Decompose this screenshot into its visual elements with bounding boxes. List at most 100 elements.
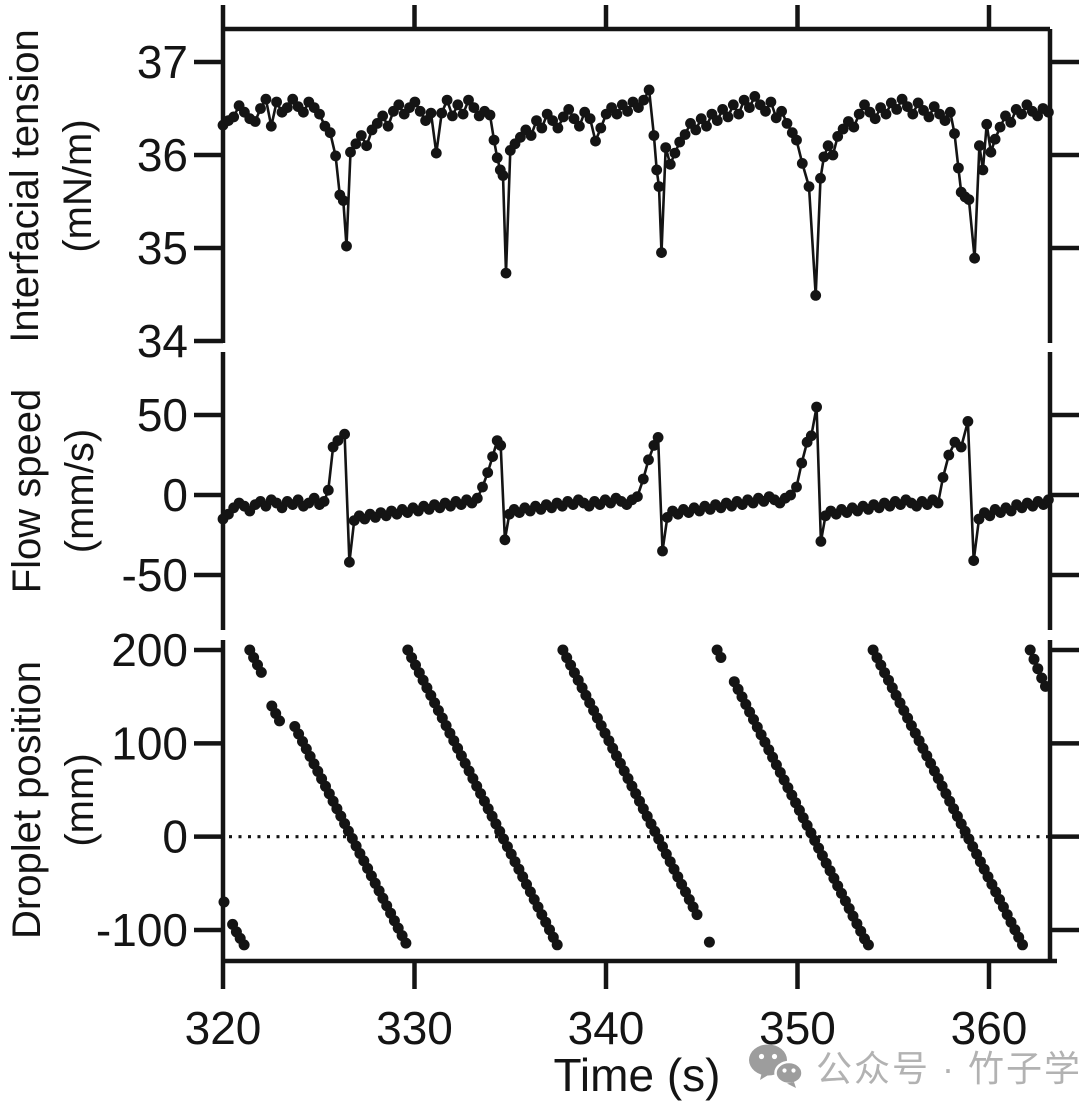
interfacial-tension-point <box>891 104 903 115</box>
flow-speed-point <box>495 440 507 451</box>
interfacial-tension-point <box>563 104 575 115</box>
interfacial-tension-point <box>324 127 336 139</box>
interfacial-tension-point <box>463 94 474 106</box>
interfacial-tension-point <box>345 146 356 158</box>
interfacial-tension-point <box>963 194 975 206</box>
interfacial-tension-point <box>500 267 512 279</box>
droplet-position-point <box>1028 653 1040 665</box>
watermark-text: 公众号 · 竹子学术 <box>816 1048 1080 1089</box>
interfacial-tension-point <box>452 99 464 111</box>
interfacial-tension-point <box>994 121 1006 133</box>
flow-speed-point <box>943 449 955 461</box>
interfacial-tension-point <box>803 181 815 193</box>
droplet-position-point <box>238 939 250 951</box>
droplet-position-point <box>691 909 703 921</box>
interfacial-tension-point <box>468 102 480 113</box>
interfacial-tension-point <box>281 102 293 113</box>
interfacial-tension-point <box>837 123 849 135</box>
flow-speed-point <box>643 454 654 466</box>
interfacial-tension-point <box>633 102 644 113</box>
interfacial-tension-point <box>749 91 761 102</box>
interfacial-tension-point <box>701 120 712 132</box>
interfacial-tension-point <box>590 135 601 147</box>
interfacial-tension-point <box>382 120 394 132</box>
interfacial-tension-point <box>1032 110 1043 122</box>
interfacial-tension-point <box>880 108 892 120</box>
interfacial-tension-point <box>989 133 1001 145</box>
interfacial-tension-point <box>977 164 989 176</box>
interfacial-tension-point <box>827 149 839 161</box>
interfacial-tension-point <box>515 131 526 143</box>
interfacial-tension-point <box>260 93 272 105</box>
interfacial-tension-point <box>981 118 993 130</box>
interfacial-tension-point <box>638 94 650 106</box>
interfacial-tension-point <box>776 105 787 117</box>
interfacial-tension-point <box>781 118 793 129</box>
watermark: 公众号 · 竹子学术 <box>748 1040 1080 1092</box>
interfacial-tension-point <box>848 121 860 133</box>
interfacial-tension-point <box>815 172 826 184</box>
flow-speed-point <box>791 481 802 493</box>
interfacial-tension-point <box>832 131 844 142</box>
x-tick-label: 330 <box>376 1002 453 1054</box>
interfacial-tension-point <box>711 115 723 126</box>
interfacial-tension-point <box>350 138 362 150</box>
interfacial-tension-point <box>643 84 655 96</box>
interfacial-tension-point <box>568 113 580 125</box>
interfacial-tension-point <box>810 290 822 301</box>
interfacial-tension-point <box>341 240 352 252</box>
interfacial-tension-point <box>611 108 623 120</box>
droplet-position-point <box>1032 663 1044 675</box>
droplet-position-point <box>703 936 715 948</box>
flow-speed-point <box>968 555 980 566</box>
droplet-position-point <box>1017 939 1028 951</box>
flow-speed-point <box>322 484 334 496</box>
interfacial-tension-point <box>574 120 585 132</box>
interfacial-tension-point <box>377 110 389 122</box>
interfacial-tension-point <box>1016 108 1027 120</box>
interfacial-tension-point <box>656 247 667 258</box>
interfacial-tension-point <box>722 111 734 123</box>
interfacial-tension-point <box>584 113 596 125</box>
droplet-position-point <box>551 939 563 951</box>
interfacial-tension-point <box>298 106 309 118</box>
interfacial-tension-point <box>985 146 997 158</box>
y-tick-label: 37 <box>137 36 188 88</box>
interfacial-tension-point <box>393 99 405 111</box>
interfacial-tension-point <box>923 111 935 123</box>
interfacial-tension-point <box>484 109 496 121</box>
interfacial-tension-point <box>361 140 372 152</box>
flow-speed-point <box>785 489 796 501</box>
y-tick-label: 35 <box>137 222 188 274</box>
interfacial-tension-point <box>796 158 808 169</box>
x-tick-label: 320 <box>185 1002 262 1054</box>
flow-speed-point <box>339 428 350 440</box>
y-tick-label: 0 <box>162 811 188 863</box>
flow-speed-point <box>632 491 643 502</box>
interfacial-tension-point <box>355 130 367 141</box>
interfacial-tension-point <box>314 108 325 120</box>
interfacial-tension-point <box>271 96 282 108</box>
interfacial-tension-point <box>330 150 341 162</box>
interfacial-tension-point <box>557 111 569 123</box>
interfacial-tension-point <box>491 152 503 164</box>
interfacial-tension-point <box>822 140 834 152</box>
interfacial-tension-point <box>249 116 261 127</box>
interfacial-tension-point <box>255 103 266 114</box>
interfacial-tension-point <box>371 118 383 129</box>
droplet-position-point <box>862 939 874 951</box>
interfacial-tension-point <box>653 181 665 193</box>
interfacial-tension-point <box>622 105 633 117</box>
interfacial-tension-point <box>744 102 755 113</box>
interfacial-tension-point <box>430 147 442 159</box>
interfacial-tension-point <box>738 94 750 106</box>
flow-speed-point <box>637 473 649 485</box>
interfacial-tension-point <box>818 151 830 163</box>
interfacial-tension-point <box>457 108 469 120</box>
interfacial-tension-point <box>651 164 663 176</box>
interfacial-tension-point <box>441 94 453 106</box>
interfacial-tension-point <box>447 110 458 122</box>
interfacial-tension-point <box>1005 117 1017 128</box>
flow-speed-point <box>487 451 498 462</box>
flow-speed-point <box>332 435 344 446</box>
